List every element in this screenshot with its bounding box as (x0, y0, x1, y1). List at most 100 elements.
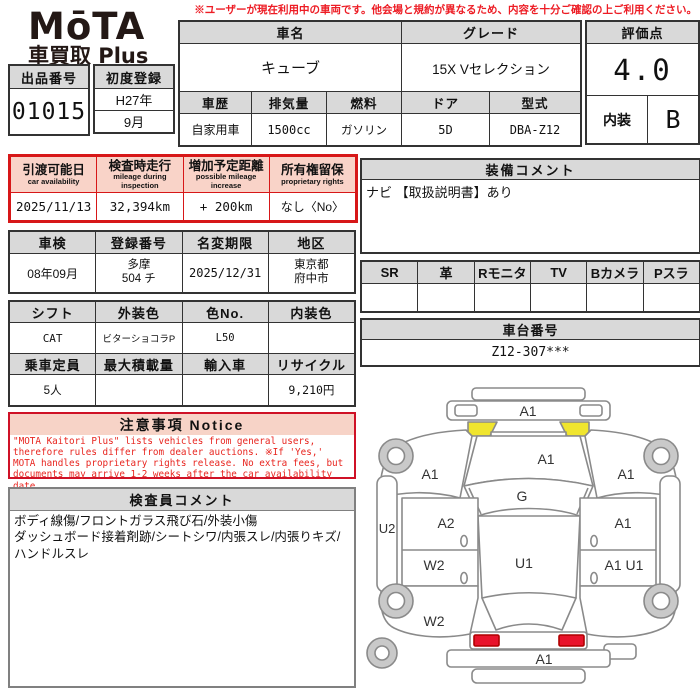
windshield (463, 477, 594, 517)
vehicle-name-header: 車名 (180, 22, 401, 43)
rear-plate (471, 668, 586, 684)
availability-header-jp: 引渡可能日 (22, 163, 85, 178)
mileage-increase-header: 増加予定距離 possible mileage increase (183, 157, 269, 192)
car-damage-diagram: A1 A1 A1 A1 G U2 A2 A1 W2 U1 A1 U1 W2 A1 (366, 387, 681, 684)
rating-table: 評価点 4.0 内装 B (585, 20, 700, 145)
equipment-rmonitor-header: Rモニタ (474, 262, 530, 283)
proprietary-rights-header-en: proprietary rights (281, 176, 344, 186)
diagram-label-door-front-right: A1 (614, 515, 631, 531)
diagram-label-hood: A1 (537, 451, 554, 467)
front-plate (471, 387, 586, 401)
rating-score: 4.0 (587, 44, 698, 95)
district-header: 地区 (268, 232, 354, 253)
lot-number-header: 出品番号 (10, 66, 88, 88)
registration-number-value: 多摩 504 チ (96, 254, 182, 292)
rear-bumper (446, 649, 611, 668)
availability-value: 2025/11/13 (11, 193, 97, 220)
notice-box: 注意事項 Notice "MOTA Kaitori Plus" lists ve… (8, 412, 356, 492)
rear-window (481, 591, 577, 631)
mota-logo: MōTA 車買取 Plus (28, 8, 148, 67)
equipment-comment-box: 装備コメント ナビ 【取扱説明書】あり (360, 158, 700, 254)
availability-table: 引渡可能日 car availability 検査時走行 mileage dur… (8, 154, 358, 223)
diagram-label-front-bumper: A1 (519, 403, 536, 419)
equipment-pslide-value (643, 284, 699, 311)
wheel-rear-right (643, 583, 679, 619)
chassis-number-table: 車台番号 Z12-307*** (360, 318, 700, 367)
exterior-color-value: ビターショコラP (96, 323, 182, 353)
first-registration-table: 初度登録 H27年 9月 (93, 64, 175, 134)
mileage-increase-header-en: possible mileage increase (195, 172, 257, 190)
diagram-label-door-front-left: A2 (437, 515, 454, 531)
equipment-leather-header: 革 (418, 262, 474, 283)
district-value: 東京都 府中市 (268, 254, 354, 292)
notice-body: "MOTA Kaitori Plus" lists vehicles from … (13, 436, 344, 492)
lot-number-table: 出品番号 01015 (8, 64, 90, 136)
fog-lamp-right (579, 404, 603, 417)
color-no-header: 色No. (182, 302, 268, 322)
mileage-increase-value: + 200km (183, 193, 269, 220)
logo-title: MōTA (28, 5, 146, 48)
registration-number-header: 登録番号 (96, 232, 182, 253)
door-handle-front-right (590, 534, 599, 548)
taillight-left-highlight (473, 634, 500, 647)
shift-value: CAT (10, 323, 96, 353)
diagram-label-windshield: G (517, 488, 528, 504)
mileage-header-en: mileage during inspection (113, 172, 167, 190)
vehicle-grade-header: グレード (402, 22, 580, 43)
capacity-header: 乗車定員 (10, 354, 96, 374)
history-value: 自家用車 (180, 114, 251, 145)
doors-header: ドア (402, 92, 489, 113)
proprietary-rights-header: 所有権留保 proprietary rights (269, 157, 355, 192)
sill-right (659, 475, 681, 593)
interior-grade: B (648, 96, 698, 143)
diagram-label-door-rear-right: A1 U1 (605, 557, 644, 573)
name-change-deadline-header: 名変期限 (182, 232, 268, 253)
first-registration-header: 初度登録 (95, 66, 173, 88)
equipment-table: SR 革 Rモニタ TV Bカメラ Pスラ (360, 260, 700, 313)
logo-subtitle: 車買取 Plus (28, 44, 149, 68)
doors-value: 5D (402, 114, 489, 145)
inspector-comment-body: ボディ線傷/フロントガラス飛び石/外装小傷 ダッシュボード接着剤跡/シートシワ/… (14, 514, 341, 561)
proprietary-rights-header-jp: 所有権留保 (281, 163, 344, 178)
specs-table: シフト 外装色 色No. 内装色 CAT ビターショコラP L50 乗車定員 最… (8, 300, 356, 407)
first-registration-month: 9月 (95, 111, 173, 132)
mileage-value: 32,394km (97, 193, 183, 220)
availability-header-en: car availability (27, 176, 80, 186)
door-handle-rear-left (460, 571, 469, 585)
inspector-comment-title: 検査員コメント (10, 489, 354, 511)
recycle-header: リサイクル (268, 354, 354, 374)
vehicle-table: 車名 グレード キューブ 15X Vセレクション 車歴 排気量 燃料 ドア 型式… (178, 20, 582, 147)
notice-title: 注意事項 Notice (10, 414, 354, 435)
vehicle-grade-value: 15X Vセレクション (402, 44, 580, 91)
diagram-label-roof: U1 (515, 555, 533, 571)
door-handle-rear-right (590, 571, 599, 585)
mileage-header: 検査時走行 mileage during inspection (97, 157, 183, 192)
diagram-label-fender-left: A1 (421, 466, 438, 482)
max-load-value (96, 375, 182, 405)
equipment-tv-value (530, 284, 587, 311)
wheel-front-left (378, 438, 414, 474)
front-bumper (446, 400, 611, 421)
chassis-number-header: 車台番号 (362, 320, 699, 339)
shaken-header: 車検 (10, 232, 96, 253)
first-registration-year: H27年 (95, 89, 173, 110)
mileage-increase-header-jp: 増加予定距離 (188, 159, 264, 174)
equipment-sr-header: SR (362, 262, 418, 283)
wheel-front-right (643, 438, 679, 474)
availability-header: 引渡可能日 car availability (11, 157, 97, 192)
proprietary-rights-value: なし〈No〉 (269, 193, 355, 220)
top-warning-banner: ※ユーザーが現在利用中の車両です。他会場と規約が異なるため、内容を十分ご確認の上… (194, 4, 697, 16)
lot-number-value: 01015 (10, 89, 88, 134)
diagram-label-rear-bumper: A1 (535, 651, 552, 667)
equipment-leather-value (418, 284, 474, 311)
inspector-comment-box: 検査員コメント ボディ線傷/フロントガラス飛び石/外装小傷 ダッシュボード接着剤… (8, 487, 356, 688)
door-handle-front-left (460, 534, 469, 548)
rating-header: 評価点 (587, 22, 698, 43)
displacement-value: 1500cc (252, 114, 326, 145)
model-value: DBA-Z12 (490, 114, 580, 145)
interior-label: 内装 (587, 96, 647, 143)
diagram-label-fender-right: A1 (617, 466, 634, 482)
interior-color-header: 内装色 (268, 302, 354, 322)
color-no-value: L50 (182, 323, 268, 353)
equipment-comment-body: ナビ 【取扱説明書】あり (366, 185, 513, 200)
